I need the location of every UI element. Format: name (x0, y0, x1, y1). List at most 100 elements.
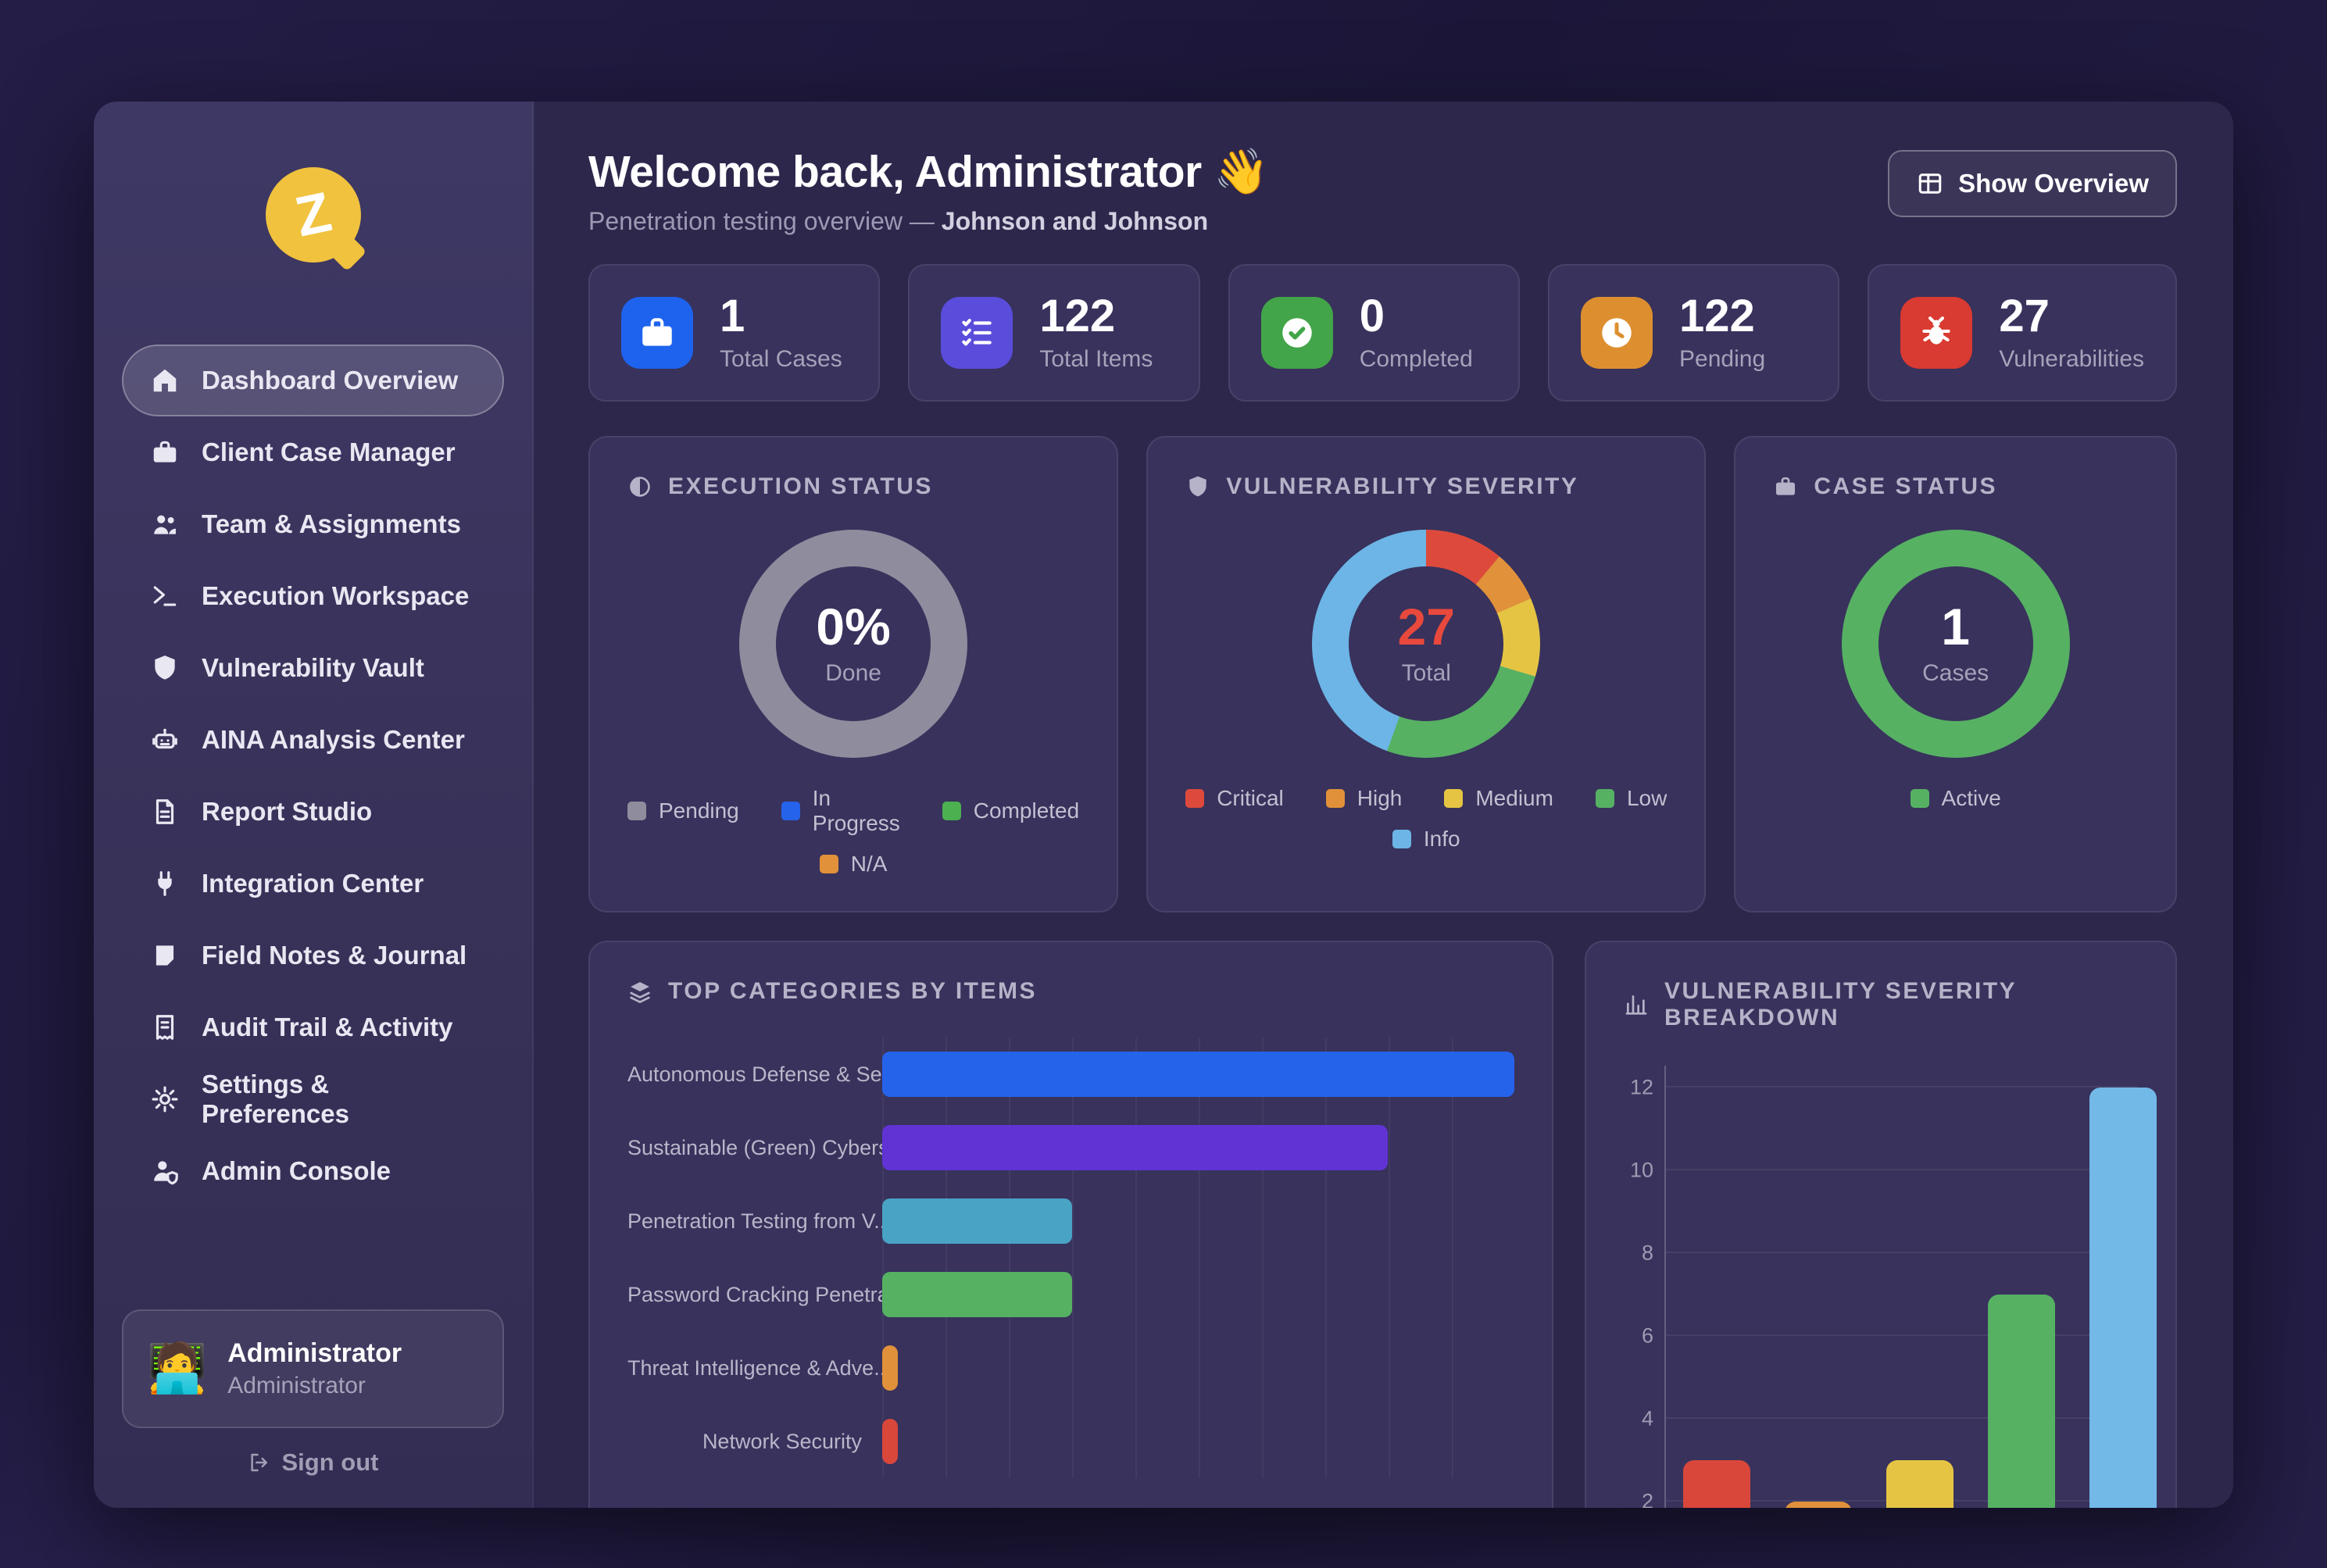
gridline (1666, 1334, 2138, 1336)
bar-track (882, 1184, 1514, 1258)
sidebar-item-field-notes-journal[interactable]: Field Notes & Journal (122, 920, 504, 991)
category-bar (882, 1198, 1072, 1244)
clock-icon (1581, 297, 1653, 369)
category-bar (882, 1419, 899, 1464)
execution-status-card: EXECUTION STATUS 0% Done Pending In Progress… (588, 436, 1119, 913)
stat-label: Vulnerabilities (1999, 345, 2145, 372)
client-name: Johnson and Johnson (941, 207, 1209, 235)
panel-title: EXECUTION STATUS (668, 473, 933, 499)
sidebar-item-client-case-manager[interactable]: Client Case Manager (122, 416, 504, 488)
sign-out-label: Sign out (281, 1448, 379, 1476)
sidebar-item-execution-workspace[interactable]: Execution Workspace (122, 560, 504, 632)
shield-icon (150, 653, 180, 683)
sign-out-button[interactable]: Sign out (122, 1448, 504, 1477)
legend-item-critical: Critical (1185, 786, 1284, 811)
donut-center-value: 27 (1397, 598, 1455, 655)
panel-title: CASE STATUS (1814, 473, 1998, 499)
user-card[interactable]: 🧑‍💻 Administrator Administrator (122, 1309, 504, 1428)
top-categories-card: TOP CATEGORIES BY ITEMS Autonomous Defen… (588, 941, 1553, 1508)
check-circle-icon (1260, 297, 1333, 369)
vulnerability-severity-card: VULNERABILITY SEVERITY 27 Total Critical Hig… (1146, 436, 1707, 913)
y-tick-label: 4 (1641, 1406, 1653, 1430)
user-role: Administrator (227, 1373, 366, 1398)
category-label: Network Security (702, 1429, 862, 1453)
legend-label: Pending (659, 798, 739, 823)
severity-bar-low (1988, 1295, 2055, 1508)
sidebar-bottom: 🧑‍💻 Administrator Administrator Sign out (94, 1309, 532, 1508)
sidebar-item-dashboard-overview[interactable]: Dashboard Overview (122, 345, 504, 416)
sidebar-item-label: Field Notes & Journal (202, 941, 467, 970)
bar-track (882, 1111, 1514, 1184)
page-title: Welcome back, Administrator 👋 (588, 147, 1269, 197)
donut-center-label: Total (1401, 660, 1451, 686)
sidebar-item-label: Vulnerability Vault (202, 653, 424, 682)
bar-chart-icon (1624, 992, 1649, 1017)
stat-card-total-cases: 1 Total Cases (588, 264, 881, 402)
severity-bar-critical (1683, 1460, 1750, 1508)
top-categories-title: TOP CATEGORIES BY ITEMS (668, 978, 1038, 1004)
stat-label: Total Cases (720, 345, 842, 372)
stat-cards-row: 1 Total Cases 122 Total Items 0 Completed 122 P… (588, 264, 2178, 402)
gridline (1666, 1169, 2138, 1170)
legend: Active (1773, 786, 2138, 811)
legend-label: Critical (1217, 786, 1284, 810)
category-row-penetration-testing-from-v: Penetration Testing from V... (627, 1184, 1514, 1258)
category-label: Threat Intelligence & Adve... (627, 1355, 882, 1380)
legend-item-info: Info (1392, 827, 1460, 852)
sidebar-item-label: Team & Assignments (202, 509, 461, 538)
legend-swatch (781, 802, 800, 820)
sidebar-item-vulnerability-vault[interactable]: Vulnerability Vault (122, 632, 504, 704)
shield-icon (1185, 474, 1210, 499)
sidebar-item-label: Client Case Manager (202, 438, 456, 466)
panel-header: VULNERABILITY SEVERITY (1185, 473, 1667, 500)
y-tick-label: 8 (1641, 1241, 1653, 1265)
category-row-sustainable-green-cybers: Sustainable (Green) Cybers... (627, 1111, 1514, 1184)
severity-bar-info (2089, 1088, 2157, 1508)
wave-emoji: 👋 (1214, 147, 1269, 197)
category-bar (882, 1272, 1072, 1317)
bar-track (882, 1258, 1514, 1331)
legend-label: Low (1626, 786, 1668, 810)
category-row-threat-intelligence-adve: Threat Intelligence & Adve... (627, 1331, 1514, 1405)
home-icon (150, 366, 180, 395)
category-row-password-cracking-penetrat: Password Cracking Penetrat... (627, 1258, 1514, 1331)
bars-group (1683, 1088, 2157, 1508)
sidebar-item-admin-console[interactable]: Admin Console (122, 1135, 504, 1207)
legend-label: Active (1941, 786, 2001, 810)
legend-label: Medium (1475, 786, 1553, 810)
stat-label: Pending (1679, 345, 1766, 372)
category-label: Penetration Testing from V... (627, 1209, 882, 1233)
bottom-charts-row: TOP CATEGORIES BY ITEMS Autonomous Defen… (588, 941, 2177, 1508)
bar-track (882, 1038, 1514, 1111)
stat-card-completed: 0 Completed (1228, 264, 1521, 402)
app-logo: Z (265, 167, 366, 272)
category-bar (882, 1345, 899, 1391)
severity-breakdown-card: VULNERABILITY SEVERITY BREAKDOWN 2 4 6 8 10 1… (1585, 941, 2177, 1508)
terminal-icon (150, 581, 180, 611)
logo-bubble: Z (265, 167, 361, 263)
sidebar-item-audit-trail-activity[interactable]: Audit Trail & Activity (122, 991, 504, 1063)
legend-item-completed: Completed (942, 786, 1079, 836)
grid-icon (1916, 170, 1944, 198)
gridline (1666, 1417, 2138, 1419)
severity-breakdown-header: VULNERABILITY SEVERITY BREAKDOWN (1624, 978, 2138, 1031)
stat-value: 1 (720, 290, 745, 341)
legend-item-n-a: N/A (819, 852, 887, 877)
y-tick-label: 2 (1641, 1489, 1653, 1509)
case-status-card: CASE STATUS 1 Cases Active (1734, 436, 2177, 913)
sidebar-item-team-assignments[interactable]: Team & Assignments (122, 488, 504, 560)
sidebar-item-integration-center[interactable]: Integration Center (122, 848, 504, 920)
sidebar-item-settings-preferences[interactable]: Settings & Preferences (122, 1063, 504, 1135)
bug-icon (1900, 297, 1973, 369)
show-overview-label: Show Overview (1958, 169, 2149, 198)
vulnerability-severity-donut: 27 Total (1312, 530, 1541, 758)
show-overview-button[interactable]: Show Overview (1888, 150, 2177, 217)
sidebar-item-report-studio[interactable]: Report Studio (122, 776, 504, 848)
legend-item-medium: Medium (1444, 786, 1553, 811)
category-bar (882, 1125, 1389, 1170)
gridline (1666, 1252, 2138, 1253)
donut-center-value: 1 (1941, 598, 1971, 655)
severity-breakdown-title: VULNERABILITY SEVERITY BREAKDOWN (1664, 978, 2017, 1030)
legend: Pending In Progress Completed N/A (627, 786, 1079, 877)
sidebar-item-aina-analysis-center[interactable]: AINA Analysis Center (122, 704, 504, 776)
